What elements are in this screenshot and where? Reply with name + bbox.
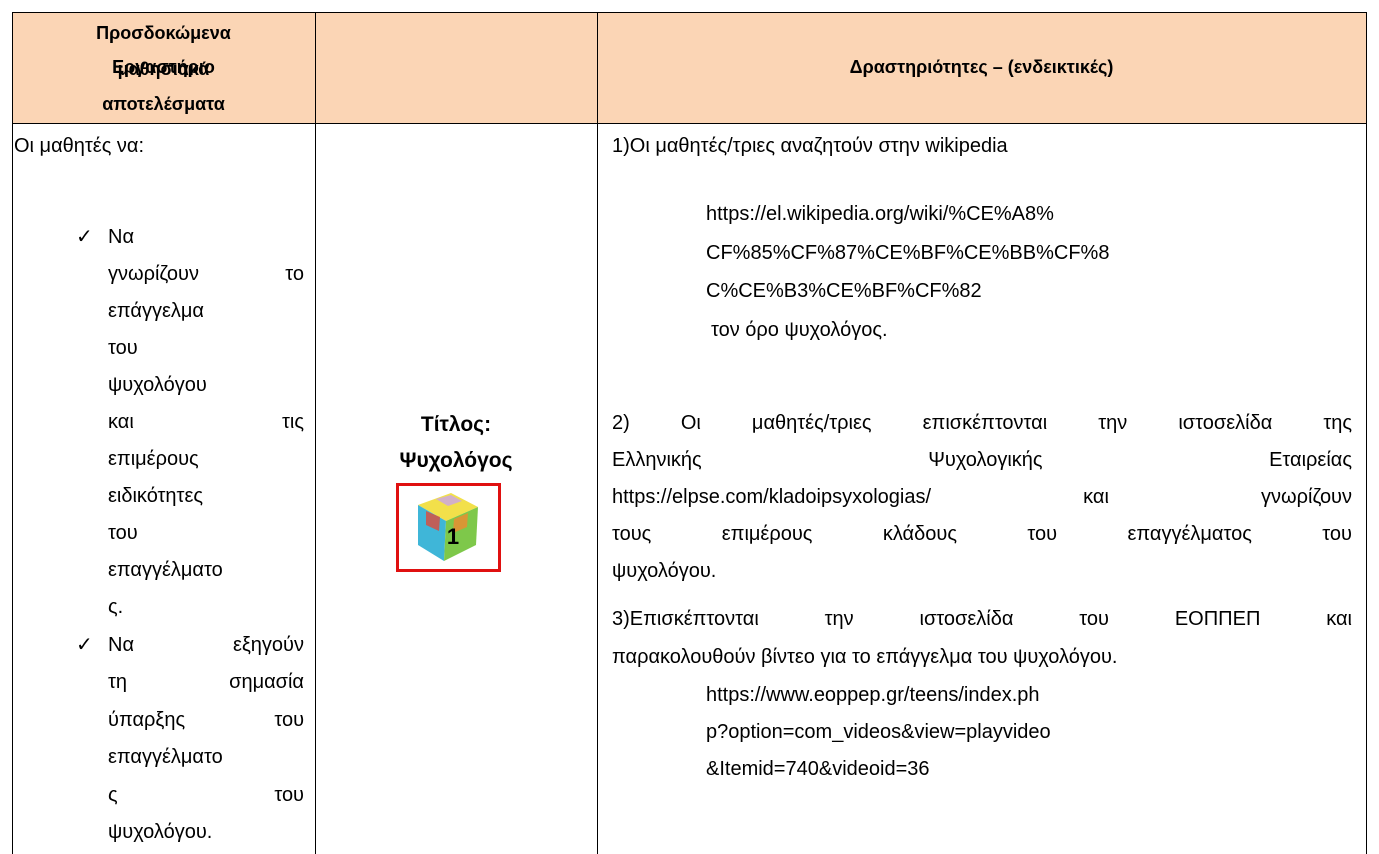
activity-url: https://www.eoppep.gr/teens/index.ph bbox=[706, 684, 1040, 706]
bullet-line: επιμέρους bbox=[108, 448, 199, 470]
activity-text: https://elpse.com/kladoipsyxologias/ και… bbox=[612, 486, 1352, 508]
activity-text: 3)Επισκέπτονται την ιστοσελίδα του ΕΟΠΠΕ… bbox=[612, 608, 1352, 630]
border bbox=[1366, 12, 1367, 854]
activity-text: ψυχολόγου. bbox=[612, 560, 717, 582]
activity-url: p?option=com_videos&view=playvideo bbox=[706, 721, 1051, 743]
bullet-line: ψυχολόγου. bbox=[108, 821, 213, 843]
header-cell: μαθησιακά bbox=[117, 58, 210, 79]
activity-text: παρακολουθούν βίντεο για το επάγγελμα το… bbox=[612, 646, 1118, 668]
workshop-icon: 1 bbox=[396, 483, 501, 572]
bullet-line: ειδικότητες bbox=[108, 485, 204, 507]
activity-text: 1)Οι μαθητές/τριες αναζητούν στην wikipe… bbox=[612, 135, 1008, 157]
border bbox=[12, 12, 1367, 13]
header-cell: Προσδοκώμενα bbox=[96, 23, 231, 43]
activity-url: C%CE%B3%CE%BF%CF%82 bbox=[706, 280, 982, 302]
border bbox=[12, 12, 13, 854]
border bbox=[315, 12, 316, 854]
bullet-line: ς του bbox=[108, 783, 304, 806]
activity-text: 2) Οι μαθητές/τριες επισκέπτονται την ισ… bbox=[612, 412, 1352, 434]
bullet-line: επαγγέλματο bbox=[108, 746, 223, 769]
bullet-line: του bbox=[108, 337, 138, 359]
border bbox=[12, 123, 1367, 124]
check-mark: ✓ bbox=[76, 226, 93, 248]
border bbox=[597, 12, 598, 854]
activity-text: τον όρο ψυχολόγος. bbox=[711, 319, 888, 341]
bullet-line: ς. bbox=[108, 596, 124, 618]
header-cell: Εργαστήριο bbox=[112, 57, 215, 77]
bullet-line: και τις bbox=[108, 411, 304, 433]
bullet-line: γνωρίζουν το bbox=[108, 263, 304, 285]
activity-url: https://el.wikipedia.org/wiki/%CE%A8% bbox=[706, 203, 1054, 225]
activity-text: τους επιμέρους κλάδους του επαγγέλματος … bbox=[612, 523, 1352, 545]
bullet-line: ψυχολόγου bbox=[108, 374, 207, 396]
header-row bbox=[12, 12, 1367, 123]
header-cell: Δραστηριότητες – (ενδεικτικές) bbox=[849, 57, 1114, 77]
bullet-line: του bbox=[108, 522, 138, 544]
bullet-line: ύπαρξης του bbox=[108, 708, 304, 731]
check-mark: ✓ bbox=[76, 634, 93, 656]
icon-number: 1 bbox=[447, 524, 459, 549]
bullet-line: Να εξηγούν bbox=[108, 634, 304, 656]
activity-text: Ελληνικής Ψυχολογικής Εταιρείας bbox=[612, 449, 1352, 471]
bullet-line: τη σημασία bbox=[108, 671, 304, 694]
outcomes-intro: Οι μαθητές να: bbox=[14, 135, 145, 157]
workshop-label: Τίτλος: bbox=[420, 413, 492, 436]
activity-url: CF%85%CF%87%CE%BF%CE%BB%CF%8 bbox=[706, 241, 1110, 264]
bullet-line: Να bbox=[108, 226, 135, 248]
header-cell: αποτελέσματα bbox=[102, 94, 225, 114]
bullet-line: επαγγέλματο bbox=[108, 559, 223, 581]
activity-url: &Itemid=740&videoid=36 bbox=[706, 758, 930, 780]
workshop-title: Ψυχολόγος bbox=[399, 449, 513, 472]
bullet-line: επάγγελμα bbox=[108, 300, 204, 322]
